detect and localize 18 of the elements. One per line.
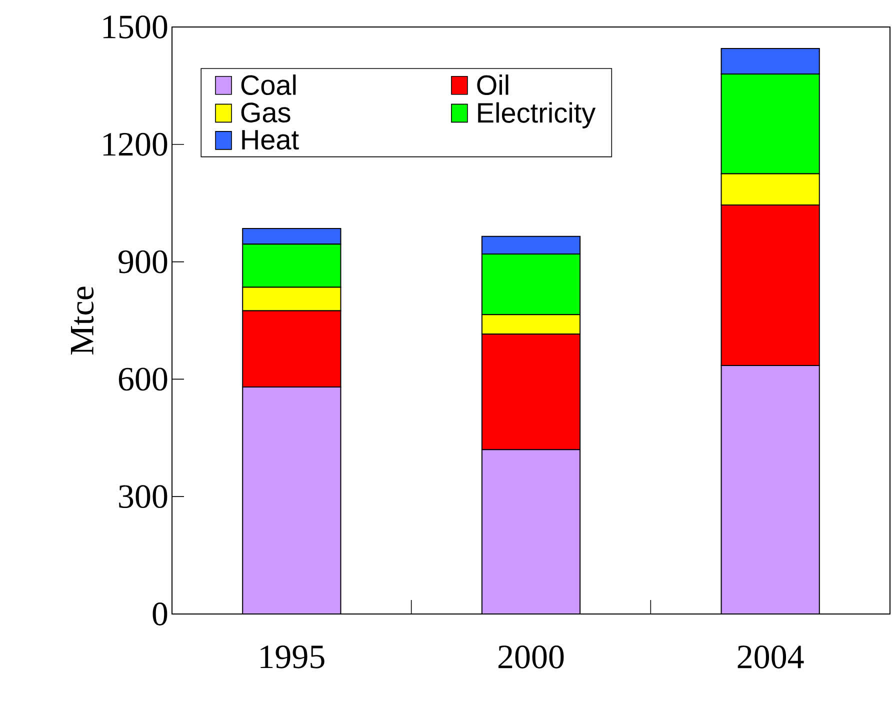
legend-label: Gas xyxy=(241,102,290,122)
y-tick-label: 900 xyxy=(118,250,168,274)
bar xyxy=(242,386,342,614)
y-tick-label: 300 xyxy=(119,485,168,508)
y-axis-title: Mtce xyxy=(71,286,94,354)
legend-label: Oil xyxy=(477,74,508,96)
x-tick-label: 2004 xyxy=(738,646,804,668)
legend-label: Electricity xyxy=(478,102,596,128)
y-tick-label: 1200 xyxy=(103,132,168,156)
legend-label: Coal xyxy=(241,74,296,96)
y-tick-label: 1500 xyxy=(103,16,168,38)
y-tick-label: 600 xyxy=(118,368,168,391)
x-tick-label: 1995 xyxy=(260,646,324,668)
x-tick-label: 2000 xyxy=(498,646,564,668)
bar xyxy=(481,449,581,614)
legend-label: Heat xyxy=(242,130,299,150)
y-tick-label: 0 xyxy=(152,602,168,626)
bar xyxy=(720,364,820,614)
